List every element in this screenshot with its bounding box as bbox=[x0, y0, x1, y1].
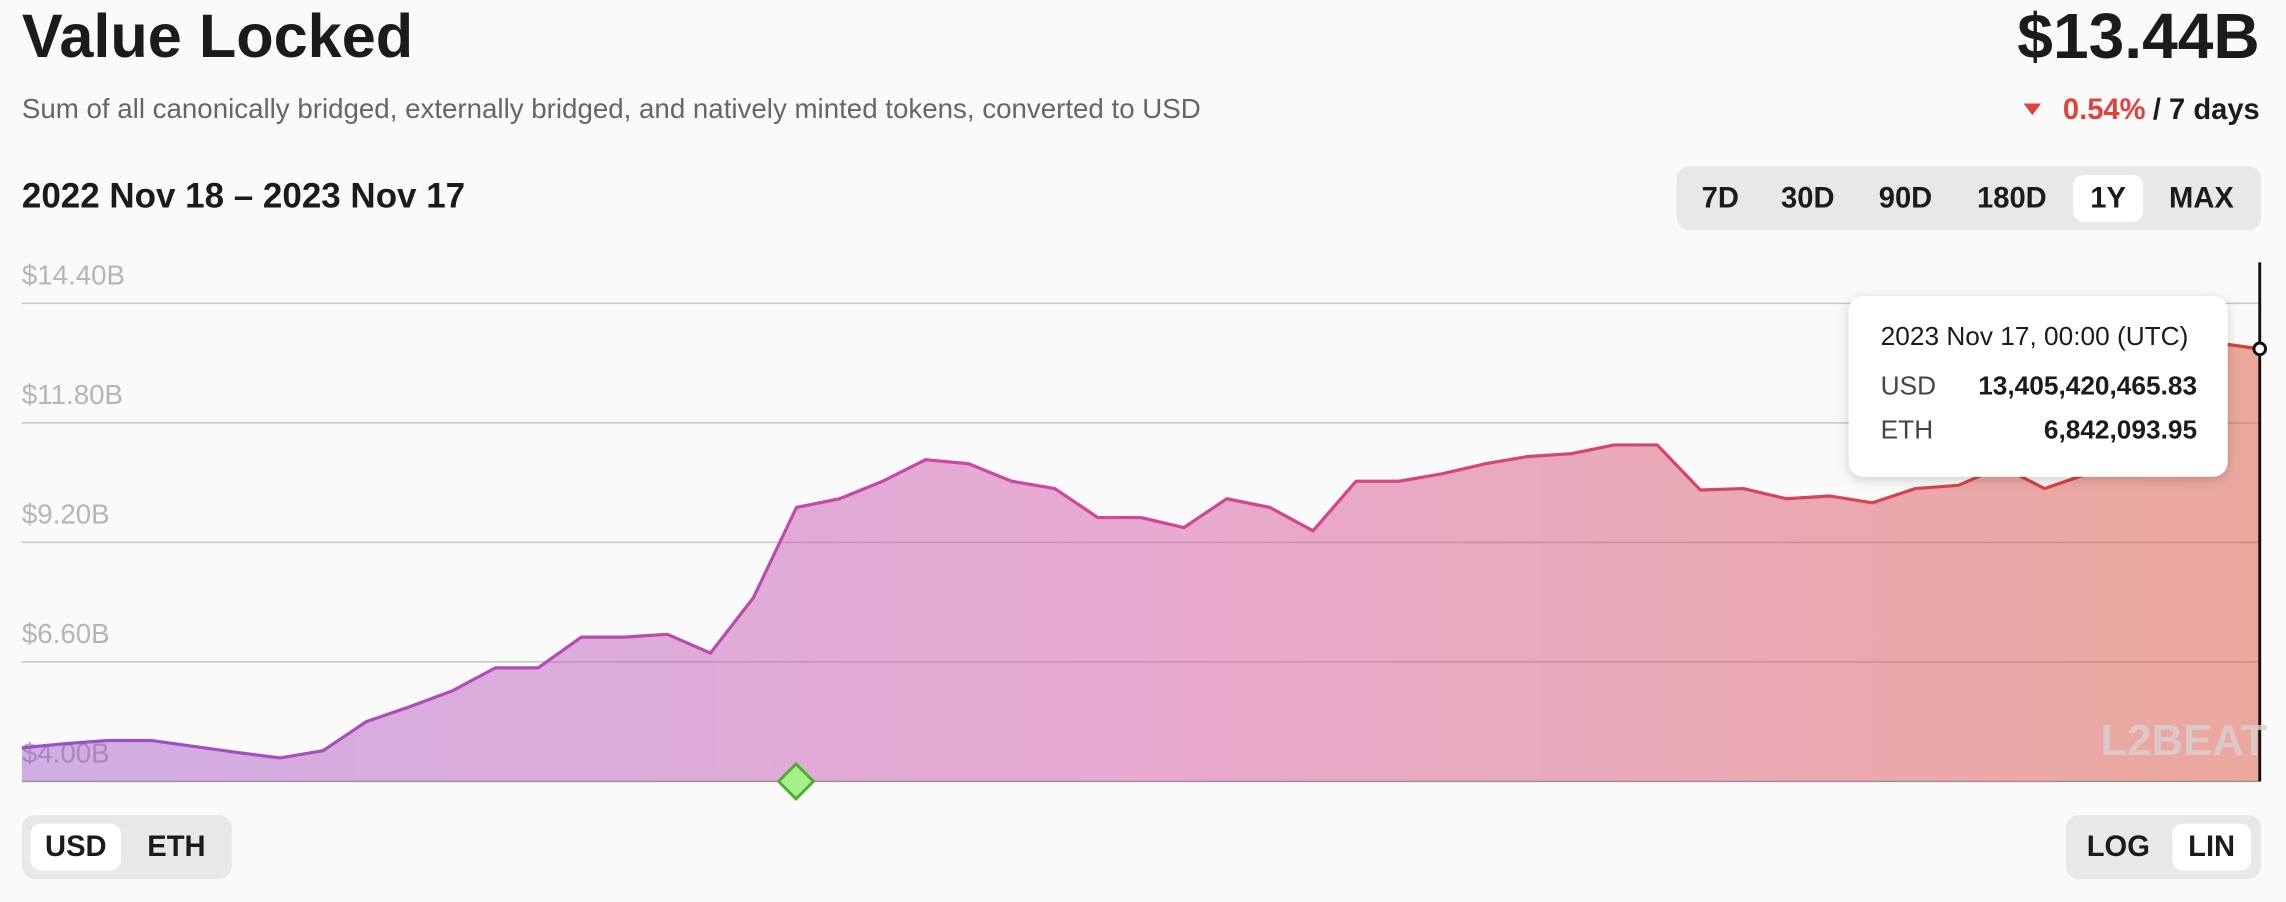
button-label[interactable]: USD bbox=[45, 831, 107, 863]
button-label[interactable]: LOG bbox=[2087, 831, 2150, 863]
button-label[interactable]: 180D bbox=[1977, 182, 2047, 214]
change-value: 0.54% bbox=[2063, 94, 2146, 126]
tooltip-label: USD bbox=[1881, 371, 1936, 401]
button-label[interactable]: MAX bbox=[2169, 182, 2234, 214]
tooltip bbox=[1848, 295, 2228, 477]
down-arrow bbox=[2023, 103, 2042, 116]
button-label[interactable]: 1Y bbox=[2090, 182, 2126, 214]
button-label[interactable]: 7D bbox=[1702, 182, 1739, 214]
hover-point bbox=[2252, 341, 2268, 357]
change-period: / 7 days bbox=[2153, 94, 2260, 126]
tooltip-label: ETH bbox=[1881, 414, 1933, 444]
button-label[interactable]: LIN bbox=[2188, 831, 2235, 863]
button-label[interactable]: 90D bbox=[1879, 182, 1932, 214]
area-fill bbox=[21, 342, 2260, 782]
line bbox=[21, 341, 2260, 760]
button-active[interactable] bbox=[2172, 823, 2252, 871]
total-value: $13.44B bbox=[2017, 0, 2259, 72]
change: 0.54%/ 7 days bbox=[2063, 94, 2260, 126]
tooltip-date: 2023 Nov 17, 00:00 (UTC) bbox=[1881, 321, 2189, 351]
tooltip-value: 13,405,420,465.83 bbox=[1978, 371, 2197, 401]
button-active[interactable] bbox=[30, 823, 122, 871]
event-marker[interactable] bbox=[776, 761, 816, 801]
button-label[interactable]: 30D bbox=[1781, 182, 1834, 214]
watermark: L2BEAT bbox=[2101, 716, 2268, 765]
y-tick-label: $6.60B bbox=[22, 618, 110, 649]
y-tick-label: $14.40B bbox=[22, 259, 125, 290]
button-label[interactable]: ETH bbox=[147, 831, 205, 863]
y-tick-label: $9.20B bbox=[22, 498, 110, 529]
y-tick-label: $11.80B bbox=[22, 379, 123, 410]
subtitle: Sum of all canonically bridged, external… bbox=[22, 93, 1201, 124]
tooltip-value: 6,842,093.95 bbox=[2044, 414, 2197, 444]
title: Value Locked bbox=[22, 2, 413, 70]
button-active[interactable] bbox=[2073, 174, 2144, 222]
date-range: 2022 Nov 18 – 2023 Nov 17 bbox=[22, 177, 465, 216]
